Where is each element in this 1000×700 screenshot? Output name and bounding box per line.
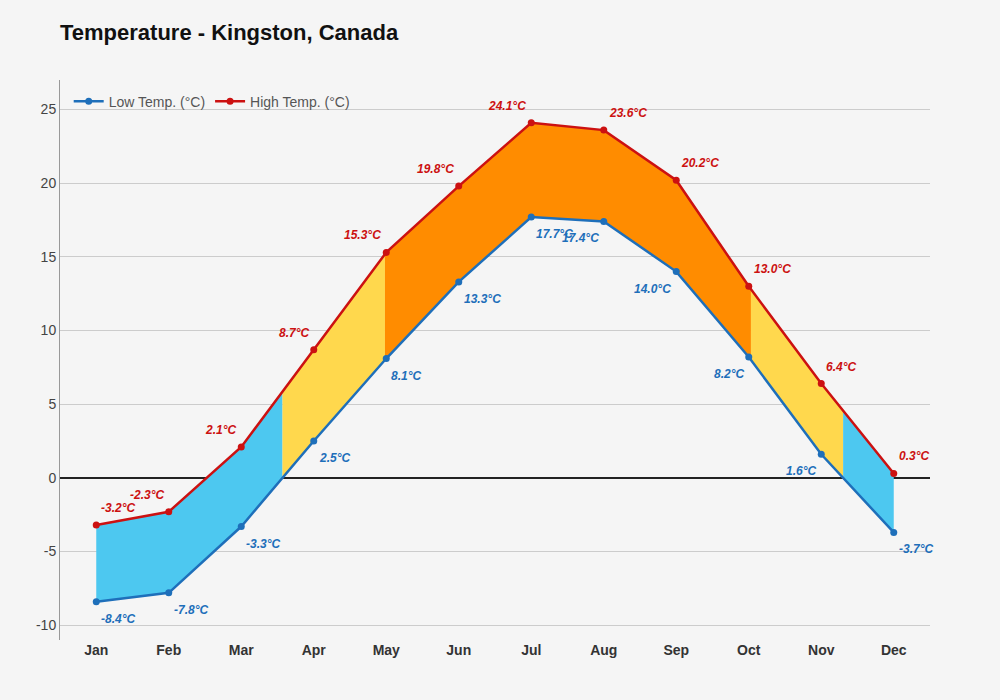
svg-text:8.7°C: 8.7°C — [279, 326, 309, 340]
svg-text:8.1°C: 8.1°C — [391, 369, 421, 383]
svg-text:Jun: Jun — [446, 642, 471, 658]
svg-text:6.4°C: 6.4°C — [826, 360, 856, 374]
svg-text:19.8°C: 19.8°C — [417, 162, 454, 176]
svg-text:Low Temp. (°C): Low Temp. (°C) — [109, 94, 205, 110]
svg-text:Apr: Apr — [302, 642, 327, 658]
svg-text:13.3°C: 13.3°C — [464, 292, 501, 306]
svg-text:17.7°C: 17.7°C — [536, 227, 573, 241]
svg-text:Oct: Oct — [737, 642, 761, 658]
svg-text:May: May — [373, 642, 400, 658]
svg-text:Jul: Jul — [521, 642, 541, 658]
svg-text:0.3°C: 0.3°C — [899, 449, 929, 463]
svg-text:15.3°C: 15.3°C — [344, 228, 381, 242]
svg-text:23.6°C: 23.6°C — [609, 106, 647, 120]
svg-text:-8.4°C: -8.4°C — [101, 612, 135, 626]
svg-text:14.0°C: 14.0°C — [634, 282, 671, 296]
svg-text:2.1°C: 2.1°C — [205, 423, 236, 437]
svg-text:Dec: Dec — [881, 642, 907, 658]
svg-text:5: 5 — [48, 396, 56, 412]
svg-text:Jan: Jan — [84, 642, 108, 658]
svg-text:-3.7°C: -3.7°C — [899, 542, 933, 556]
svg-text:-3.2°C: -3.2°C — [101, 501, 135, 515]
svg-text:Aug: Aug — [590, 642, 617, 658]
svg-text:-7.8°C: -7.8°C — [174, 603, 208, 617]
svg-text:13.0°C: 13.0°C — [754, 262, 791, 276]
svg-text:20.2°C: 20.2°C — [681, 156, 719, 170]
svg-text:10: 10 — [41, 322, 57, 338]
svg-text:High Temp. (°C): High Temp. (°C) — [250, 94, 349, 110]
svg-text:2.5°C: 2.5°C — [319, 451, 350, 465]
svg-text:25: 25 — [41, 101, 57, 117]
svg-text:Nov: Nov — [808, 642, 835, 658]
svg-text:17.4°C: 17.4°C — [562, 231, 599, 245]
svg-text:Feb: Feb — [156, 642, 181, 658]
svg-text:Temperature - Kingston, Canada: Temperature - Kingston, Canada — [60, 20, 399, 45]
svg-text:1.6°C: 1.6°C — [786, 464, 816, 478]
svg-text:24.1°C: 24.1°C — [488, 99, 526, 113]
svg-text:8.2°C: 8.2°C — [714, 367, 744, 381]
svg-text:20: 20 — [41, 175, 57, 191]
svg-text:-2.3°C: -2.3°C — [130, 488, 164, 502]
svg-text:Mar: Mar — [229, 642, 254, 658]
svg-text:Sep: Sep — [663, 642, 689, 658]
svg-text:-5: -5 — [44, 543, 57, 559]
svg-text:15: 15 — [41, 249, 57, 265]
svg-text:-10: -10 — [36, 617, 56, 633]
svg-text:0: 0 — [48, 470, 56, 486]
svg-text:-3.3°C: -3.3°C — [246, 537, 280, 551]
